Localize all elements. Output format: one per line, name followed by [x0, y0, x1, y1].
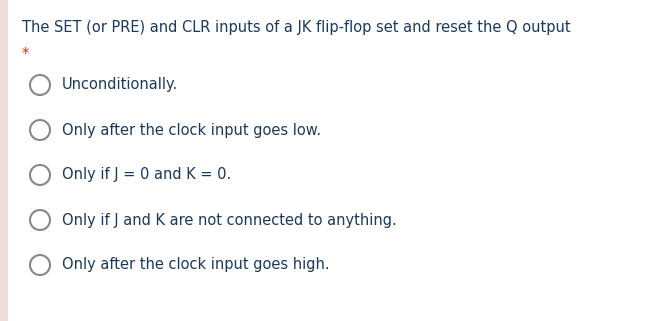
- Text: The SET (or PRE) and CLR inputs of a JK flip-flop set and reset the Q output: The SET (or PRE) and CLR inputs of a JK …: [22, 20, 570, 35]
- Text: Only after the clock input goes low.: Only after the clock input goes low.: [62, 123, 321, 137]
- Ellipse shape: [30, 120, 50, 140]
- Ellipse shape: [30, 255, 50, 275]
- Text: *: *: [22, 47, 29, 62]
- Text: Only if J and K are not connected to anything.: Only if J and K are not connected to any…: [62, 213, 397, 228]
- Text: Only after the clock input goes high.: Only after the clock input goes high.: [62, 257, 330, 273]
- Ellipse shape: [30, 165, 50, 185]
- Text: Only if J = 0 and K = 0.: Only if J = 0 and K = 0.: [62, 168, 231, 183]
- Text: Unconditionally.: Unconditionally.: [62, 77, 178, 92]
- Ellipse shape: [30, 210, 50, 230]
- Ellipse shape: [30, 75, 50, 95]
- FancyBboxPatch shape: [0, 0, 8, 321]
